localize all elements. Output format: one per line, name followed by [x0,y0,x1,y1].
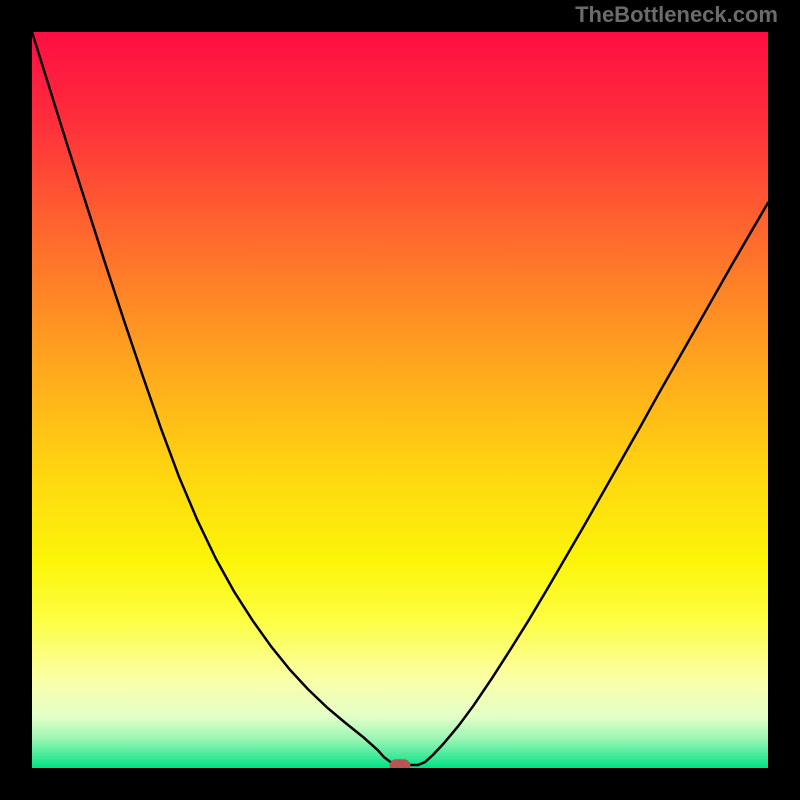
chart-svg [32,32,768,768]
gradient-background [32,32,768,768]
watermark-text: TheBottleneck.com [575,2,778,28]
optimal-point-marker [390,760,410,768]
chart-frame: TheBottleneck.com [0,0,800,800]
plot-area [32,32,768,768]
